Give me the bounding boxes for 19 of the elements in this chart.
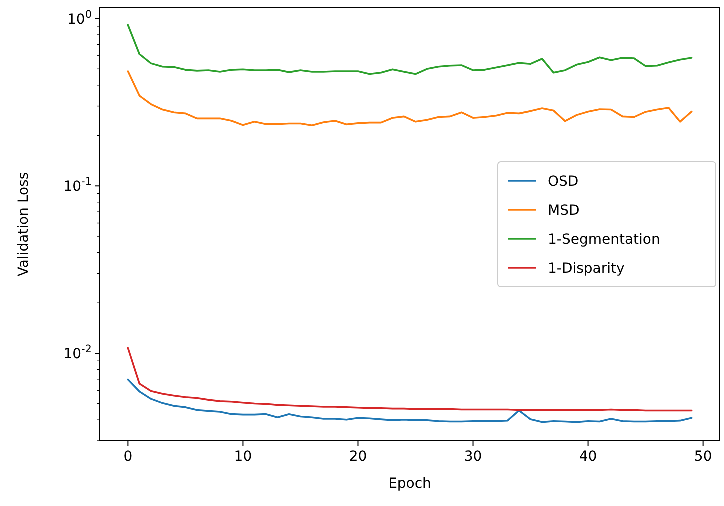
legend-label: OSD [548, 174, 579, 190]
y-tick-label: 10$^{-2}$ [64, 343, 92, 362]
x-tick-label: 20 [349, 449, 368, 465]
y-axis-title: Validation Loss [16, 172, 32, 277]
x-axis-title: Epoch [388, 476, 432, 492]
y-tick-label: 10$^{0}$ [67, 8, 92, 28]
line-series [127, 347, 693, 412]
x-tick-label: 10 [234, 449, 252, 465]
legend-label: 1-Segmentation [548, 232, 660, 248]
x-tick-label: 30 [464, 449, 482, 465]
line-series [127, 378, 693, 424]
line-series [127, 70, 693, 127]
legend-label: MSD [548, 203, 580, 219]
x-tick-label: 40 [579, 449, 598, 465]
y-tick-label: 10$^{-1}$ [64, 176, 92, 196]
line-series [127, 24, 693, 76]
x-tick-label: 50 [694, 449, 712, 465]
x-tick-label: 0 [124, 449, 133, 465]
legend-label: 1-Disparity [548, 261, 625, 277]
